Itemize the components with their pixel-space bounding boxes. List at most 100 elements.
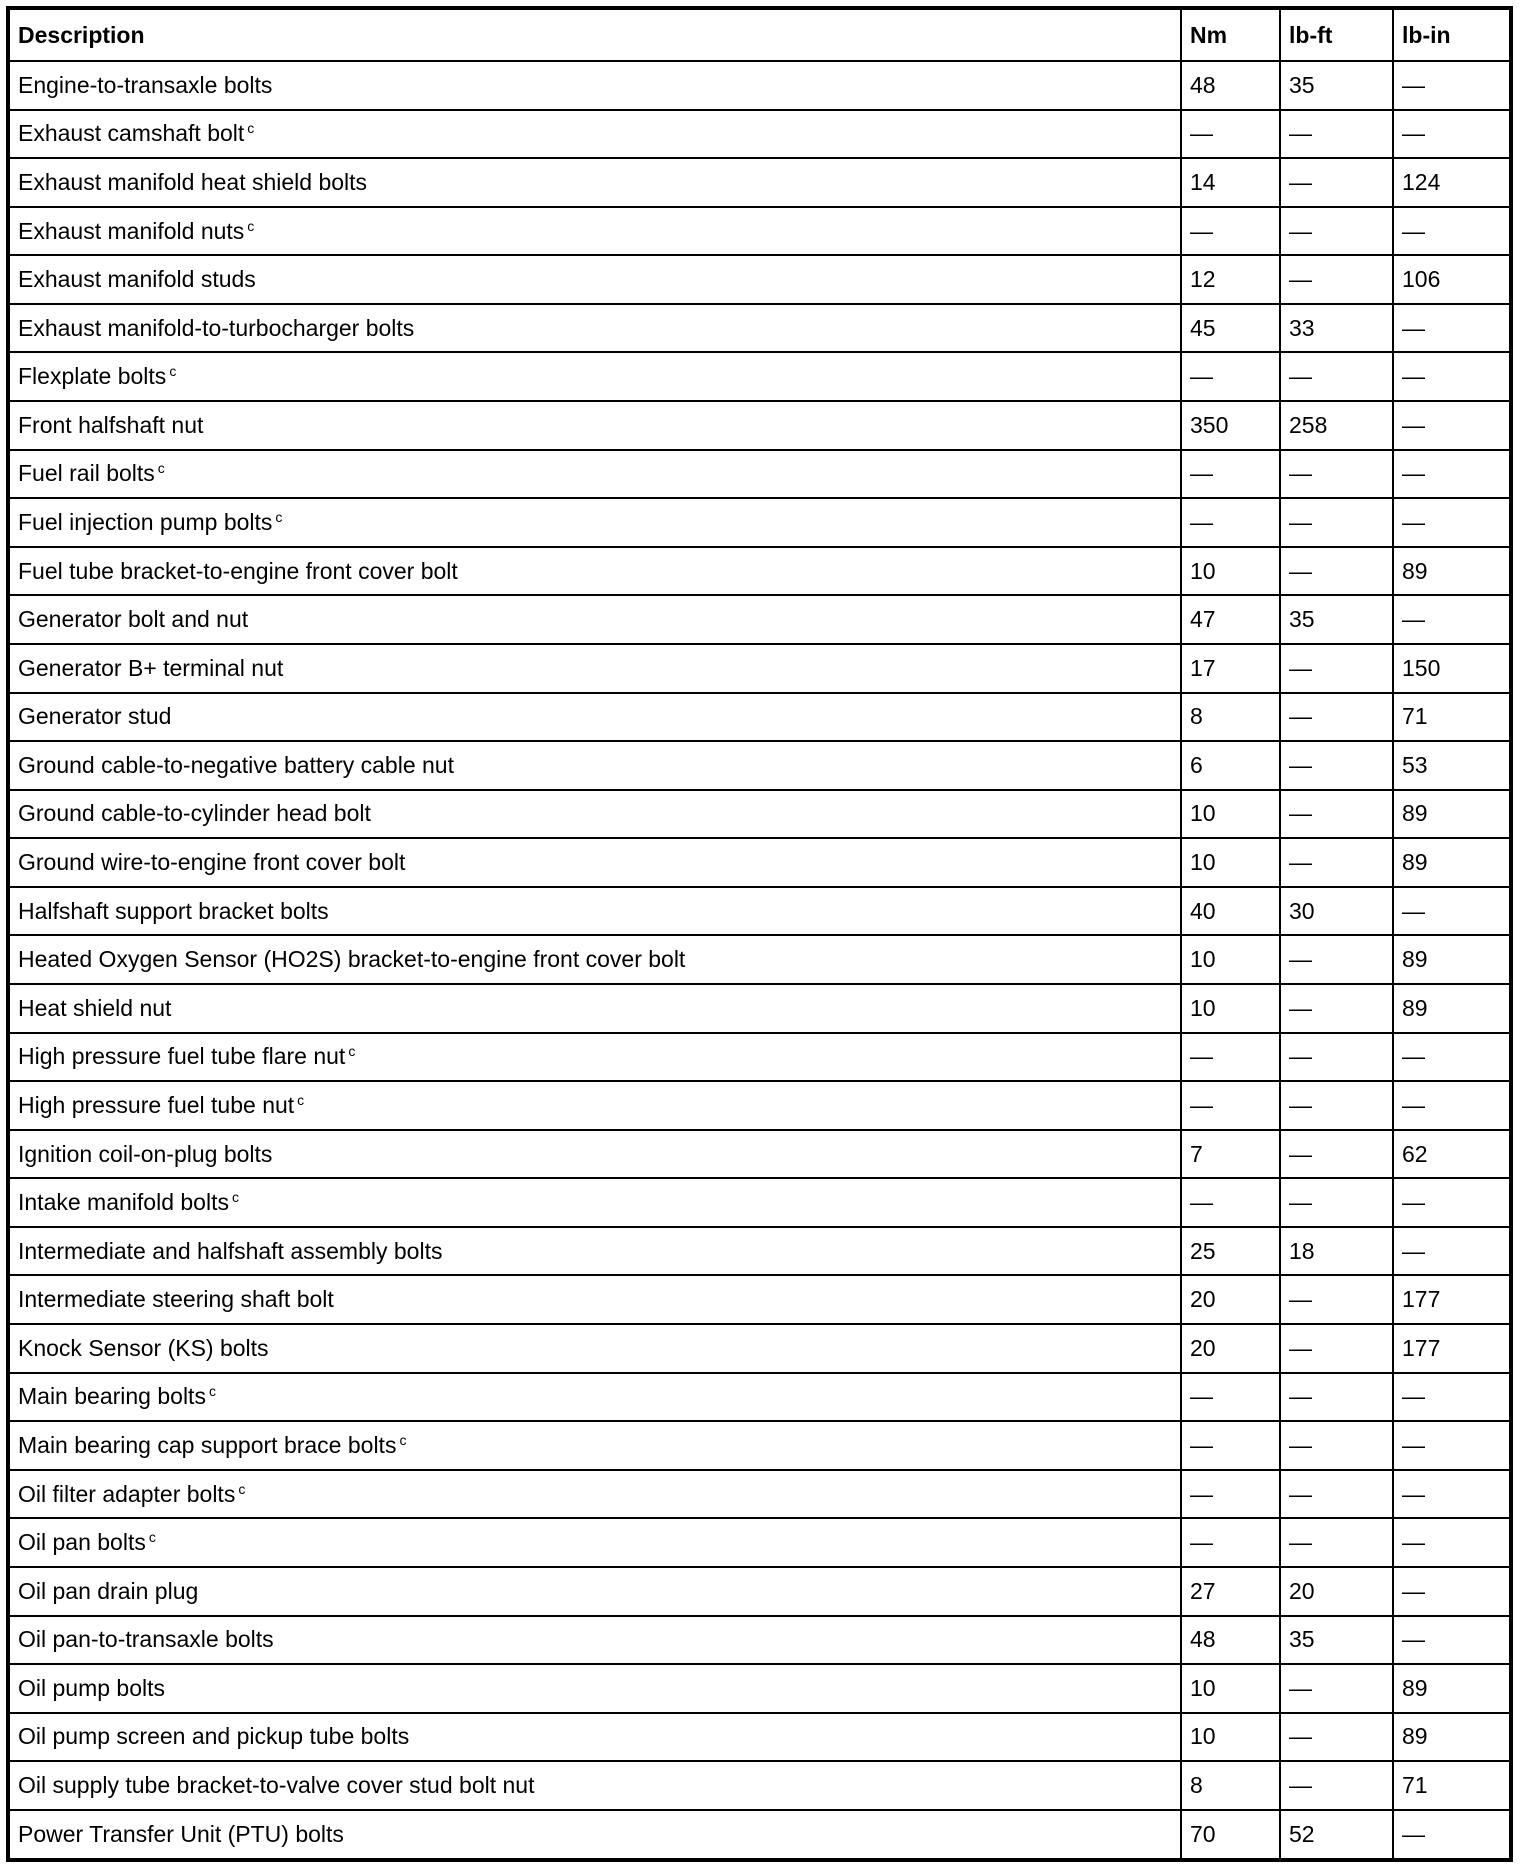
description-cell: Generator B+ terminal nut: [7, 642, 1182, 694]
description-text: Oil pump screen and pickup tube bolts: [18, 1723, 410, 1750]
footnote-mark: c: [399, 1431, 407, 1448]
lbft-cell: —: [1279, 788, 1394, 840]
footnote-mark: c: [297, 1091, 305, 1108]
nm-cell: —: [1180, 1468, 1281, 1520]
lbin-cell: 89: [1392, 788, 1512, 840]
nm-cell: —: [1180, 1371, 1281, 1423]
lbin-cell: —: [1392, 885, 1512, 937]
lbft-cell: —: [1279, 1128, 1394, 1180]
table-row: Oil supply tube bracket-to-valve cover s…: [7, 1760, 1512, 1811]
lbft-cell: —: [1279, 1274, 1394, 1326]
table-row: Oil pan drain plug 27 20—: [7, 1565, 1512, 1617]
nm-cell: 20: [1180, 1323, 1281, 1374]
header-description: Description: [7, 7, 1182, 62]
footnote-mark: c: [348, 1043, 356, 1060]
description-text: Front halfshaft nut: [18, 411, 204, 438]
lbft-cell: —: [1279, 1760, 1394, 1811]
nm-cell: 10: [1180, 1711, 1281, 1763]
lbft-cell: 52: [1279, 1808, 1394, 1862]
lbin-cell: 71: [1392, 1760, 1512, 1811]
table-row: Ignition coil-on-plug bolts 7—62: [7, 1128, 1512, 1180]
description-cell: Intermediate steering shaft bolt: [7, 1274, 1182, 1326]
lbin-cell: 106: [1392, 254, 1512, 305]
lbft-cell: —: [1279, 1031, 1394, 1083]
lbin-cell: —: [1392, 351, 1512, 403]
nm-cell: 17: [1180, 642, 1281, 694]
nm-cell: —: [1180, 1177, 1281, 1228]
lbft-cell: —: [1279, 1517, 1394, 1568]
lbft-cell: —: [1279, 1663, 1394, 1714]
description-cell: Oil pan bolts c: [7, 1517, 1182, 1568]
lbin-cell: 53: [1392, 740, 1512, 791]
description-cell: Engine-to-transaxle bolts: [7, 60, 1182, 111]
description-cell: Ground wire-to-engine front cover bolt: [7, 837, 1182, 888]
lbin-cell: —: [1392, 60, 1512, 111]
table-row: Ground cable-to-cylinder head bolt 10—89: [7, 788, 1512, 840]
description-cell: Oil pan drain plug: [7, 1565, 1182, 1617]
lbin-cell: —: [1392, 302, 1512, 354]
lbin-cell: —: [1392, 1468, 1512, 1520]
table-row: Intermediate and halfshaft assembly bolt…: [7, 1225, 1512, 1277]
lbin-cell: —: [1392, 1177, 1512, 1228]
description-text: Exhaust manifold studs: [18, 266, 256, 293]
table-row: Flexplate bolts c — — —: [7, 351, 1512, 403]
description-text: Ground wire-to-engine front cover bolt: [18, 849, 406, 876]
lbft-cell: —: [1279, 1420, 1394, 1471]
description-cell: Exhaust camshaft bolt c: [7, 108, 1182, 160]
nm-cell: 14: [1180, 157, 1281, 208]
lbin-cell: —: [1392, 1371, 1512, 1423]
description-text: High pressure fuel tube flare nut: [18, 1043, 346, 1070]
table-row: Intake manifold bolts c — — —: [7, 1177, 1512, 1228]
nm-cell: —: [1180, 448, 1281, 500]
nm-cell: 47: [1180, 594, 1281, 645]
table-row: Generator bolt and nut 47 35—: [7, 594, 1512, 645]
footnote-mark: c: [247, 120, 255, 137]
description-cell: Main bearing bolts c: [7, 1371, 1182, 1423]
description-cell: Intermediate and halfshaft assembly bolt…: [7, 1225, 1182, 1277]
description-text: Main bearing cap support brace bolts: [18, 1431, 397, 1458]
description-text: Flexplate bolts: [18, 363, 167, 390]
description-cell: Exhaust manifold studs: [7, 254, 1182, 305]
table-row: Generator stud 8—71: [7, 691, 1512, 743]
description-text: Knock Sensor (KS) bolts: [18, 1334, 269, 1361]
footnote-mark: c: [208, 1383, 216, 1400]
description-text: Ground cable-to-cylinder head bolt: [18, 800, 371, 827]
nm-cell: —: [1180, 1080, 1281, 1131]
nm-cell: 6: [1180, 740, 1281, 791]
table-row: Oil pan bolts c — — —: [7, 1517, 1512, 1568]
description-cell: Fuel injection pump bolts c: [7, 497, 1182, 548]
description-text: High pressure fuel tube nut: [18, 1091, 295, 1118]
nm-cell: 7: [1180, 1128, 1281, 1180]
lbft-cell: —: [1279, 351, 1394, 403]
description-text: Oil pan bolts: [18, 1529, 146, 1556]
description-cell: Power Transfer Unit (PTU) bolts: [7, 1808, 1182, 1862]
table-row: Fuel injection pump bolts c — — —: [7, 497, 1512, 548]
description-cell: Ground cable-to-cylinder head bolt: [7, 788, 1182, 840]
lbft-cell: —: [1279, 157, 1394, 208]
description-text: Intake manifold bolts: [18, 1189, 229, 1216]
nm-cell: 350: [1180, 400, 1281, 451]
table-row: Main bearing bolts c — — —: [7, 1371, 1512, 1423]
lbin-cell: 62: [1392, 1128, 1512, 1180]
nm-cell: —: [1180, 1420, 1281, 1471]
table-row: Exhaust camshaft bolt c — — —: [7, 108, 1512, 160]
description-cell: Oil filter adapter bolts c: [7, 1468, 1182, 1520]
lbft-cell: —: [1279, 1711, 1394, 1763]
lbft-cell: —: [1279, 1468, 1394, 1520]
table-row: Oil pan-to-transaxle bolts 48 35—: [7, 1614, 1512, 1666]
lbin-cell: 89: [1392, 545, 1512, 597]
lbft-cell: —: [1279, 497, 1394, 548]
description-cell: Exhaust manifold nuts c: [7, 205, 1182, 257]
table-row: Exhaust manifold nuts c — — —: [7, 205, 1512, 257]
description-cell: Ground cable-to-negative battery cable n…: [7, 740, 1182, 791]
nm-cell: —: [1180, 1031, 1281, 1083]
description-cell: Exhaust manifold-to-turbocharger bolts: [7, 302, 1182, 354]
description-cell: Fuel rail bolts c: [7, 448, 1182, 500]
table-row: Exhaust manifold studs 12—106: [7, 254, 1512, 305]
description-cell: Heated Oxygen Sensor (HO2S) bracket-to-e…: [7, 934, 1182, 985]
description-text: Fuel injection pump bolts: [18, 508, 273, 535]
nm-cell: 70: [1180, 1808, 1281, 1862]
table-row: Oil pump bolts 10—89: [7, 1663, 1512, 1714]
nm-cell: 20: [1180, 1274, 1281, 1326]
description-cell: Oil pump screen and pickup tube bolts: [7, 1711, 1182, 1763]
